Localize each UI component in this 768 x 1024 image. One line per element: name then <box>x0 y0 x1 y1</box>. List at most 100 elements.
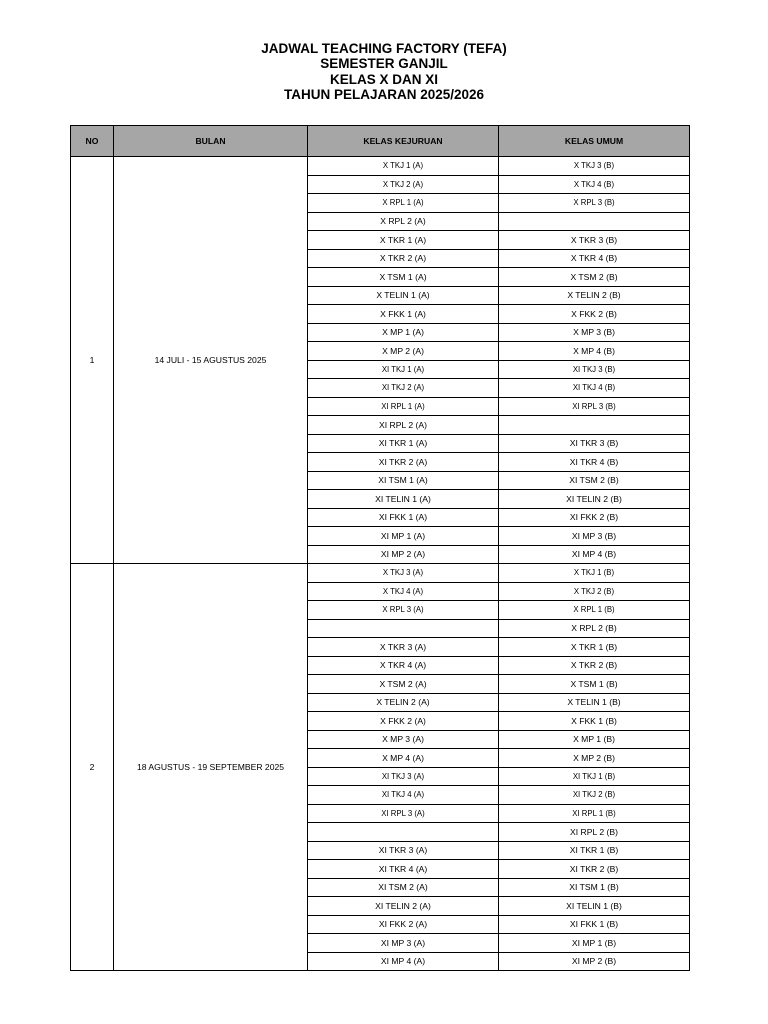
table-row: XI TELIN 1 (A) XI TELIN 2 (B) <box>71 489 690 509</box>
cell-kelas-kejuruan: XI RPL 1 (A) <box>307 396 499 416</box>
cell-kelas-kejuruan: X RPL 1 (A) <box>307 193 499 213</box>
cell-kelas-kejuruan: XI TKJ 1 (A) <box>307 359 499 379</box>
cell-kelas-kejuruan: XI MP 4 (A) <box>307 951 499 971</box>
header-kelas-kejuruan: KELAS KEJURUAN <box>307 125 499 157</box>
cell-kelas-kejuruan: XI TELIN 2 (A) <box>307 896 499 916</box>
header-no: NO <box>70 125 114 157</box>
cell-kelas-umum: X RPL 2 (B) <box>498 618 690 638</box>
table-row: 1 14 JULI - 15 AGUSTUS 2025 X TKJ 1 (A) X T… <box>70 156 690 564</box>
cell-kelas-umum: X RPL 3 (B) <box>498 193 690 213</box>
cell-kelas-kejuruan: X TSM 2 (A) <box>307 674 499 694</box>
cell-kelas-umum: XI RPL 3 (B) <box>498 396 690 416</box>
cell-kelas-kejuruan <box>307 618 499 638</box>
table-row: XI TKJ 1 (A) XI TKJ 3 (B) <box>71 359 690 379</box>
cell-kelas-umum: X TKJ 3 (B) <box>498 156 690 176</box>
cell-kelas-umum: XI MP 1 (B) <box>498 933 690 953</box>
cell-kelas-kejuruan: X TELIN 2 (A) <box>307 692 499 712</box>
table-row: XI MP 3 (A) XI MP 1 (B) <box>71 933 690 953</box>
cell-kelas-kejuruan: XI TKJ 4 (A) <box>307 785 499 805</box>
header-kelas-umum: KELAS UMUM <box>498 125 690 157</box>
cell-kelas-umum: XI TKJ 1 (B) <box>498 766 690 786</box>
table-row: XI MP 4 (A) XI MP 2 (B) <box>71 951 690 971</box>
cell-kelas-kejuruan: X TKJ 1 (A) <box>307 156 499 176</box>
header-bulan: BULAN <box>113 125 308 157</box>
table-row: XI TSM 2 (A) XI TSM 1 (B) <box>71 877 690 897</box>
cell-kelas-umum: XI RPL 1 (B) <box>498 803 690 823</box>
cell-kelas-kejuruan <box>307 822 499 842</box>
cell-kelas-kejuruan: XI MP 2 (A) <box>307 544 499 564</box>
title-line: TAHUN PELAJARAN 2025/2026 <box>283 86 485 102</box>
table-row: X TKJ 2 (A) X TKJ 4 (B) <box>71 174 690 194</box>
cell-kelas-umum: X FKK 1 (B) <box>498 711 690 731</box>
cell-kelas-kejuruan: XI MP 1 (A) <box>307 526 499 546</box>
cell-kelas-umum: XI TKJ 2 (B) <box>498 785 690 805</box>
table-row: XI TSM 1 (A) XI TSM 2 (B) <box>71 470 690 490</box>
cell-kelas-kejuruan: X MP 1 (A) <box>307 322 499 342</box>
cell-kelas-kejuruan: X MP 4 (A) <box>307 748 499 768</box>
cell-no: 2 <box>70 563 114 971</box>
cell-kelas-umum <box>498 415 690 435</box>
document-title: JADWAL TEACHING FACTORY (TEFA) SEMESTER … <box>0 41 768 102</box>
cell-kelas-umum: XI TKR 1 (B) <box>498 840 690 860</box>
cell-kelas-kejuruan: X FKK 2 (A) <box>307 711 499 731</box>
header-row: NO BULAN KELAS KEJURUAN KELAS UMUM <box>70 125 690 157</box>
table-row: X TSM 1 (A) X TSM 2 (B) <box>71 267 690 287</box>
table-row: XI MP 2 (A) XI MP 4 (B) <box>71 544 690 564</box>
cell-kelas-kejuruan: X TKR 2 (A) <box>307 248 499 268</box>
cell-no: 1 <box>70 156 114 564</box>
cell-kelas-kejuruan: XI FKK 1 (A) <box>307 507 499 527</box>
cell-kelas-umum: XI RPL 2 (B) <box>498 822 690 842</box>
cell-kelas-umum: XI TKR 3 (B) <box>498 433 690 453</box>
cell-kelas-kejuruan: X TKJ 2 (A) <box>307 174 499 194</box>
table-row: X TELIN 1 (A) X TELIN 2 (B) <box>71 285 690 305</box>
cell-kelas-umum: X MP 1 (B) <box>498 729 690 749</box>
table-row: X TKR 1 (A) X TKR 3 (B) <box>71 230 690 250</box>
cell-kelas-umum: X TKR 2 (B) <box>498 655 690 675</box>
cell-kelas-kejuruan: X MP 2 (A) <box>307 341 499 361</box>
cell-kelas-kejuruan: XI TKR 3 (A) <box>307 840 499 860</box>
cell-kelas-kejuruan: X TSM 1 (A) <box>307 267 499 287</box>
cell-kelas-umum: X MP 2 (B) <box>498 748 690 768</box>
cell-kelas-umum: XI TKJ 3 (B) <box>498 359 690 379</box>
cell-kelas-kejuruan: XI TELIN 1 (A) <box>307 489 499 509</box>
title-line: KELAS X DAN XI <box>329 71 438 87</box>
cell-kelas-umum <box>498 211 690 231</box>
cell-kelas-umum: X TKR 1 (B) <box>498 637 690 657</box>
cell-kelas-kejuruan: XI TSM 2 (A) <box>307 877 499 897</box>
cell-kelas-kejuruan: XI TKJ 3 (A) <box>307 766 499 786</box>
table-row: X MP 4 (A) X MP 2 (B) <box>71 748 690 768</box>
cell-kelas-kejuruan: X FKK 1 (A) <box>307 304 499 324</box>
cell-kelas-umum: X MP 3 (B) <box>498 322 690 342</box>
table-row: X RPL 2 (A) <box>71 211 690 231</box>
cell-kelas-umum: X TKJ 2 (B) <box>498 581 690 601</box>
cell-kelas-kejuruan: X TKR 4 (A) <box>307 655 499 675</box>
cell-kelas-umum: X TKR 4 (B) <box>498 248 690 268</box>
cell-kelas-umum: XI TELIN 2 (B) <box>498 489 690 509</box>
cell-kelas-kejuruan: X RPL 2 (A) <box>307 211 499 231</box>
cell-kelas-kejuruan: X TKR 3 (A) <box>307 637 499 657</box>
table-row: X RPL 1 (A) X RPL 3 (B) <box>71 193 690 213</box>
cell-kelas-umum: XI TELIN 1 (B) <box>498 896 690 916</box>
cell-kelas-umum: XI TKR 2 (B) <box>498 859 690 879</box>
table-row: X RPL 3 (A) X RPL 1 (B) <box>71 600 690 620</box>
cell-kelas-umum: X MP 4 (B) <box>498 341 690 361</box>
table-body: 1 14 JULI - 15 AGUSTUS 2025 X TKJ 1 (A) X T… <box>70 156 690 971</box>
table-row: XI TKR 4 (A) XI TKR 2 (B) <box>71 859 690 879</box>
cell-kelas-kejuruan: X TKJ 4 (A) <box>307 581 499 601</box>
cell-kelas-umum: X TKJ 4 (B) <box>498 174 690 194</box>
cell-kelas-umum: X TKR 3 (B) <box>498 230 690 250</box>
cell-kelas-kejuruan: XI FKK 2 (A) <box>307 914 499 934</box>
table-row: XI TKR 3 (A) XI TKR 1 (B) <box>71 840 690 860</box>
cell-kelas-kejuruan: XI TKR 1 (A) <box>307 433 499 453</box>
cell-kelas-umum: XI MP 3 (B) <box>498 526 690 546</box>
cell-kelas-kejuruan: XI TKR 4 (A) <box>307 859 499 879</box>
cell-kelas-umum: XI TSM 2 (B) <box>498 470 690 490</box>
table-row: X MP 3 (A) X MP 1 (B) <box>71 729 690 749</box>
cell-kelas-umum: X TSM 1 (B) <box>498 674 690 694</box>
cell-kelas-umum: X RPL 1 (B) <box>498 600 690 620</box>
cell-kelas-umum: X FKK 2 (B) <box>498 304 690 324</box>
cell-kelas-umum: XI FKK 1 (B) <box>498 914 690 934</box>
cell-kelas-kejuruan: XI RPL 3 (A) <box>307 803 499 823</box>
cell-kelas-kejuruan: XI TKJ 2 (A) <box>307 378 499 398</box>
cell-bulan: 18 AGUSTUS - 19 SEPTEMBER 2025 <box>113 563 308 971</box>
